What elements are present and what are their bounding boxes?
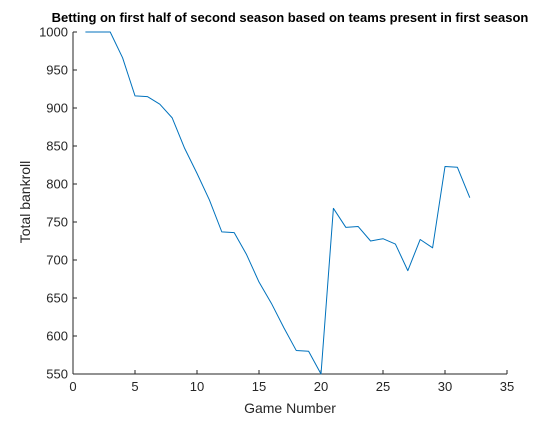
data-point xyxy=(383,238,384,239)
data-point xyxy=(259,282,260,283)
data-point xyxy=(333,208,334,209)
data-point xyxy=(184,148,185,149)
data-point xyxy=(445,166,446,167)
x-tick-label: 15 xyxy=(252,379,266,394)
x-tick-label: 25 xyxy=(376,379,390,394)
y-tick-label: 550 xyxy=(46,367,68,382)
data-point xyxy=(97,32,98,33)
data-point xyxy=(370,241,371,242)
data-point xyxy=(308,351,309,352)
data-point xyxy=(321,374,322,375)
data-point xyxy=(358,226,359,227)
y-tick-label: 800 xyxy=(46,177,68,192)
x-tick-label: 20 xyxy=(314,379,328,394)
data-point xyxy=(420,239,421,240)
x-axis-label: Game Number xyxy=(244,400,336,416)
data-point xyxy=(234,232,235,233)
data-point xyxy=(147,96,148,97)
y-axis-label: Total bankroll xyxy=(17,161,33,244)
x-tick-label: 0 xyxy=(69,379,76,394)
data-point xyxy=(271,303,272,304)
data-point xyxy=(122,57,123,58)
data-point xyxy=(345,227,346,228)
data-point xyxy=(209,199,210,200)
y-tick-label: 750 xyxy=(46,215,68,230)
y-tick-label: 950 xyxy=(46,63,68,78)
data-point xyxy=(85,32,86,33)
data-point xyxy=(110,32,111,33)
y-tick-label: 900 xyxy=(46,101,68,116)
x-tick-label: 10 xyxy=(190,379,204,394)
bankroll-series-line xyxy=(85,31,471,375)
data-point xyxy=(283,327,284,328)
data-point xyxy=(457,167,458,168)
data-point xyxy=(221,231,222,232)
y-tick-label: 850 xyxy=(46,139,68,154)
data-point xyxy=(469,197,470,198)
x-tick-label: 5 xyxy=(131,379,138,394)
data-point xyxy=(395,244,396,245)
data-point xyxy=(296,350,297,351)
data-point xyxy=(197,173,198,174)
y-tick-label: 700 xyxy=(46,253,68,268)
x-tick-label: 35 xyxy=(500,379,514,394)
data-point xyxy=(432,247,433,248)
data-point xyxy=(246,254,247,255)
chart-title: Betting on first half of second season b… xyxy=(52,10,529,25)
y-tick-label: 650 xyxy=(46,291,68,306)
y-tick-label: 600 xyxy=(46,329,68,344)
data-point xyxy=(172,117,173,118)
data-point xyxy=(407,270,408,271)
y-tick-label: 1000 xyxy=(39,25,68,40)
data-point xyxy=(135,95,136,96)
data-point xyxy=(159,104,160,105)
x-tick-label: 30 xyxy=(438,379,452,394)
